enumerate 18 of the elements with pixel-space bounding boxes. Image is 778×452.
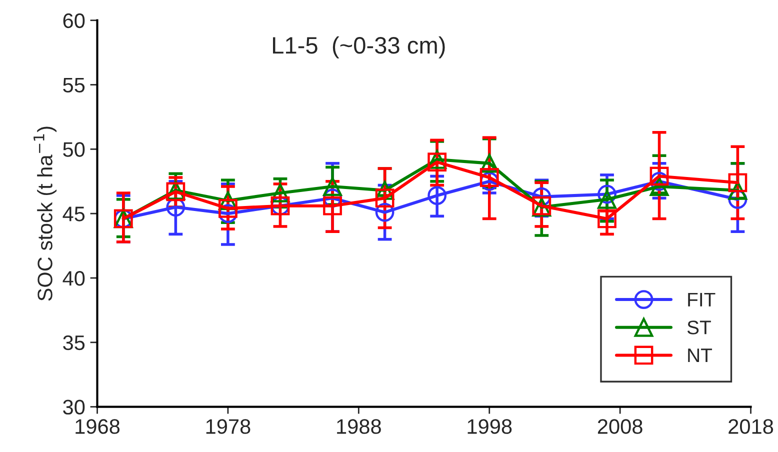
x-tick-label: 1978 bbox=[206, 419, 250, 434]
y-tick-label: 45 bbox=[62, 206, 85, 222]
x-tick-label: 1988 bbox=[337, 419, 381, 434]
y-axis-title: SOC stock (t ha$^{−1}$) bbox=[34, 126, 57, 301]
legend-label: FIT bbox=[688, 292, 716, 306]
y-tick-label: 30 bbox=[63, 400, 85, 415]
y-tick-label: 40 bbox=[62, 270, 85, 286]
x-tick-label: 1998 bbox=[468, 419, 512, 434]
x-tick-label: 2008 bbox=[598, 419, 642, 434]
legend-label: NT bbox=[688, 348, 712, 362]
y-tick-label: 35 bbox=[63, 335, 85, 350]
y-tick-label: 55 bbox=[63, 78, 85, 93]
y-tick-label: 50 bbox=[63, 142, 85, 157]
x-tick-label: 2018 bbox=[728, 419, 774, 434]
x-tick-label: 1968 bbox=[76, 419, 120, 434]
text: L1-5 (~0-33 cm) bbox=[273, 36, 445, 58]
y-tick-label: 60 bbox=[63, 13, 85, 28]
legend-label: ST bbox=[687, 320, 711, 334]
